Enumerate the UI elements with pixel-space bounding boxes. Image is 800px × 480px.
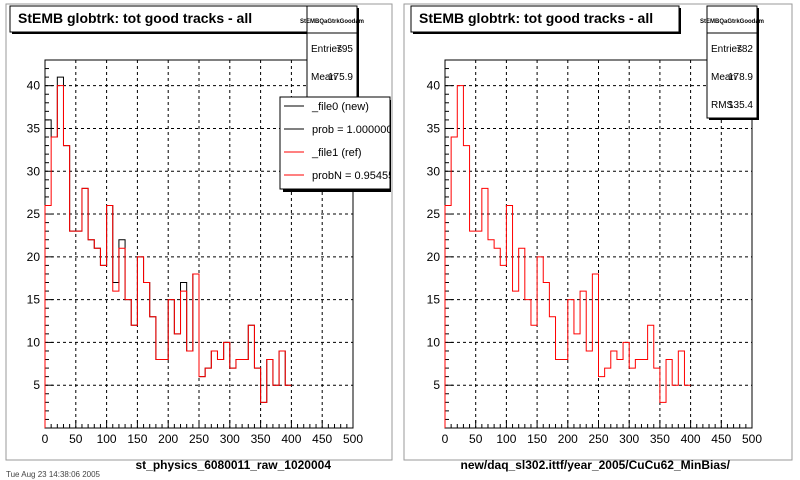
x-tick-label: 100 (97, 432, 117, 446)
stats-label: Entries (311, 44, 342, 55)
stats-value: 795 (336, 44, 353, 55)
y-tick-label: 5 (433, 378, 440, 392)
footer-timestamp: Tue Aug 23 14:38:06 2005 (6, 470, 101, 479)
title-box (9, 5, 309, 33)
x-tick-label: 500 (343, 432, 363, 446)
stats-box (706, 5, 758, 119)
x-tick-label: 500 (742, 432, 762, 446)
chart-title: StEMB globtrk: tot good tracks - all (419, 10, 653, 26)
x-tick-label: 250 (588, 432, 608, 446)
y-tick-label: 10 (427, 335, 441, 349)
y-tick-label: 25 (27, 207, 41, 221)
x-tick-label: 450 (711, 432, 731, 446)
stats-label: Mean (311, 72, 336, 83)
y-tick-label: 15 (427, 293, 441, 307)
legend-label: prob = 1.000000 (312, 124, 392, 136)
y-tick-label: 20 (427, 250, 441, 264)
legend-box (279, 96, 391, 190)
x-tick-label: 200 (158, 432, 178, 446)
x-tick-label: 300 (220, 432, 240, 446)
x-tick-label: 50 (69, 432, 83, 446)
x-tick-label: 200 (558, 432, 578, 446)
histogram-series-ref (44, 85, 292, 428)
chart-title: StEMB globtrk: tot good tracks - all (18, 10, 252, 26)
legend-label: _file1 (ref) (311, 147, 362, 159)
legend-label: _file0 (new) (311, 101, 369, 113)
x-tick-label: 400 (681, 432, 701, 446)
histogram-series-ref (444, 85, 691, 428)
x-tick-label: 250 (189, 432, 209, 446)
x-axis-label: new/daq_sl302.ittf/year_2005/CuCu62_MinB… (461, 458, 731, 472)
y-tick-label: 30 (27, 164, 41, 178)
stats-value: 135.4 (728, 100, 753, 111)
x-axis-label: st_physics_6080011_raw_1020004 (135, 458, 331, 472)
left-histogram-panel: 0 50 100 150 200 250 300 350 400 450 500 5 10 15 20 25 3… (5, 3, 400, 472)
y-tick-label: 5 (33, 378, 40, 392)
stats-label: RMS (711, 100, 734, 111)
y-tick-label: 30 (427, 164, 441, 178)
x-tick-label: 350 (650, 432, 670, 446)
y-tick-label: 25 (427, 207, 441, 221)
x-tick-label: 100 (496, 432, 516, 446)
x-tick-label: 300 (619, 432, 639, 446)
stats-histogram-name: StEMBQaGtrkGoodam (700, 19, 764, 25)
y-tick-label: 35 (27, 121, 41, 135)
right-histogram-panel: 0 50 100 150 200 250 300 350 400 450 500 5 10 15 20 25 3… (403, 3, 793, 472)
x-tick-label: 50 (469, 432, 483, 446)
y-tick-label: 40 (427, 79, 441, 93)
y-tick-label: 35 (427, 121, 441, 135)
x-tick-label: 400 (281, 432, 301, 446)
y-tick-label: 10 (27, 335, 41, 349)
x-tick-label: 150 (527, 432, 547, 446)
x-tick-label: 450 (312, 432, 332, 446)
stats-box (306, 5, 358, 99)
x-tick-label: 0 (42, 432, 49, 446)
y-tick-label: 20 (27, 250, 41, 264)
stats-histogram-name: StEMBQaGtrkGoodam (300, 19, 364, 25)
x-tick-label: 350 (251, 432, 271, 446)
x-tick-label: 150 (127, 432, 147, 446)
title-box (410, 5, 680, 33)
stats-value: 178.9 (728, 72, 753, 83)
y-tick-label: 40 (27, 79, 41, 93)
x-tick-label: 0 (442, 432, 449, 446)
stats-label: Mean (711, 72, 736, 83)
legend-label: probN = 0.954550 (312, 170, 400, 182)
legend: _file0 (new) prob = 1.000000 _file1 (ref) p… (279, 96, 400, 192)
y-tick-label: 15 (27, 293, 41, 307)
stats-value: 782 (736, 44, 753, 55)
stats-label: Entries (711, 44, 742, 55)
stats-value: 175.9 (328, 72, 353, 83)
